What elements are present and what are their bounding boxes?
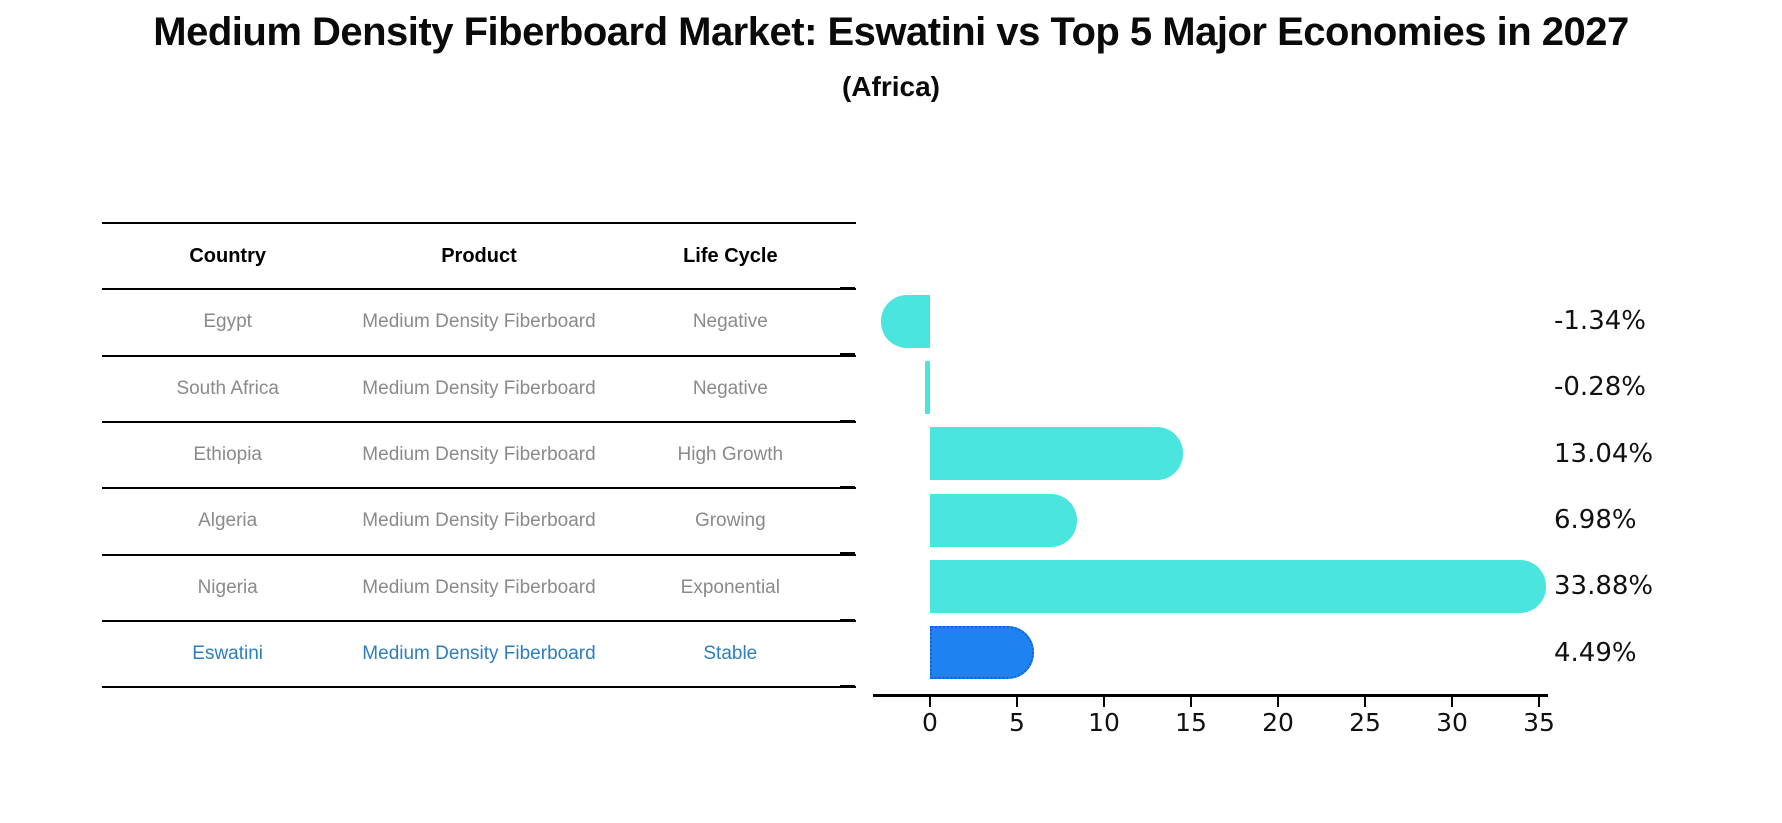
x-axis-line xyxy=(872,694,1548,697)
x-axis-tick-label: 20 xyxy=(1262,708,1294,737)
cell-country: South Africa xyxy=(176,377,279,399)
table-row-ethiopia: Ethiopia Medium Density Fiberboard High … xyxy=(102,423,856,490)
cell-country: Egypt xyxy=(203,311,252,333)
bar-algeria xyxy=(930,493,1078,547)
x-axis-tick-label: 35 xyxy=(1523,708,1555,737)
x-axis-tick xyxy=(1103,697,1105,707)
cell-life-cycle: Exponential xyxy=(680,576,780,598)
table-row-algeria: Algeria Medium Density Fiberboard Growin… xyxy=(102,489,856,556)
cell-life-cycle: High Growth xyxy=(677,444,784,466)
x-axis-tick xyxy=(1190,697,1192,707)
table-row-eswatini: Eswatini Medium Density Fiberboard Stabl… xyxy=(102,622,856,689)
column-header-product: Product xyxy=(441,244,517,267)
bar-value-label: 6.98% xyxy=(1554,505,1637,536)
bar-eswatini xyxy=(930,626,1035,680)
cell-country: Algeria xyxy=(198,510,258,532)
cell-country: Ethiopia xyxy=(193,444,262,466)
cell-life-cycle: Stable xyxy=(703,643,758,665)
cell-product: Medium Density Fiberboard xyxy=(362,510,596,532)
cell-product: Medium Density Fiberboard xyxy=(362,444,596,466)
bar-value-label: 13.04% xyxy=(1554,438,1654,469)
x-axis-tick xyxy=(1538,697,1540,707)
bar-value-label: 4.49% xyxy=(1554,637,1637,668)
x-axis-tick-label: 0 xyxy=(922,708,938,737)
cell-country: Eswatini xyxy=(192,643,264,665)
cell-country: Nigeria xyxy=(197,576,258,598)
cell-product: Medium Density Fiberboard xyxy=(362,643,596,665)
x-axis-tick xyxy=(1451,697,1453,707)
table-header-row: Country Product Life Cycle xyxy=(102,224,856,291)
bar-ethiopia xyxy=(930,427,1183,481)
x-axis-tick xyxy=(929,697,931,707)
table-row-south-africa: South Africa Medium Density Fiberboard N… xyxy=(102,357,856,423)
cell-product: Medium Density Fiberboard xyxy=(362,377,596,399)
comparison-table: Country Product Life Cycle Egypt Medium … xyxy=(102,222,856,689)
bar-value-label: 33.88% xyxy=(1554,571,1654,602)
bar-value-label: -1.34% xyxy=(1554,306,1646,337)
x-axis-tick xyxy=(1277,697,1279,707)
bar-value-label: -0.28% xyxy=(1554,372,1646,403)
bar-nigeria xyxy=(930,559,1546,613)
chart-subtitle: (Africa) xyxy=(841,71,940,102)
column-header-life-cycle: Life Cycle xyxy=(683,244,778,267)
x-axis-tick-label: 15 xyxy=(1175,708,1207,737)
x-axis-tick-label: 30 xyxy=(1436,708,1468,737)
chart-title: Medium Density Fiberboard Market: Eswati… xyxy=(153,10,1629,54)
cell-product: Medium Density Fiberboard xyxy=(362,311,596,333)
cell-life-cycle: Negative xyxy=(692,377,768,399)
x-axis-tick xyxy=(1364,697,1366,707)
column-header-country: Country xyxy=(189,244,266,267)
cell-life-cycle: Negative xyxy=(692,311,768,333)
cell-life-cycle: Growing xyxy=(694,510,766,532)
x-axis-tick-label: 25 xyxy=(1349,708,1381,737)
table-row-nigeria: Nigeria Medium Density Fiberboard Expone… xyxy=(102,556,856,622)
x-axis-tick-label: 10 xyxy=(1088,708,1120,737)
x-axis-tick xyxy=(1016,697,1018,707)
table-row-egypt: Egypt Medium Density Fiberboard Negative xyxy=(102,290,856,357)
bar-south-africa xyxy=(925,360,930,414)
x-axis-tick-label: 5 xyxy=(1009,708,1025,737)
cell-product: Medium Density Fiberboard xyxy=(362,576,596,598)
bar-egypt xyxy=(880,294,930,348)
